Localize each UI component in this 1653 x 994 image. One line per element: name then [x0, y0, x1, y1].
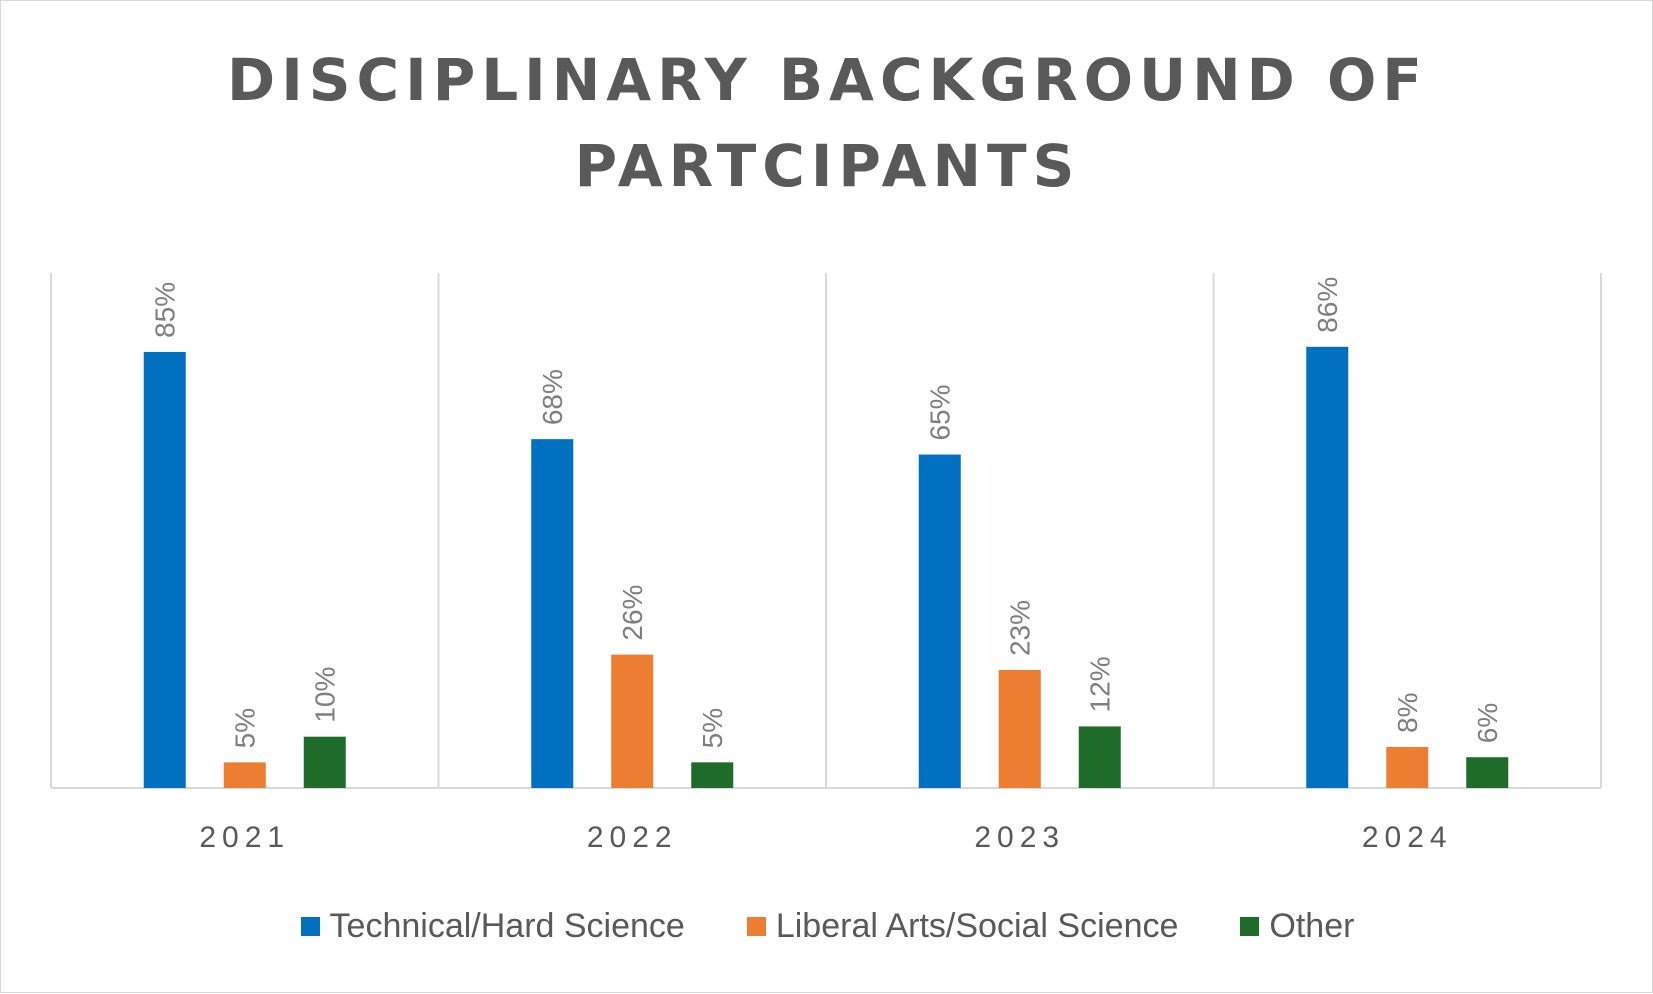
bar-2023-technical-hard-science [918, 454, 961, 788]
data-label: 26% [617, 585, 648, 641]
data-label: 86% [1312, 277, 1343, 333]
legend-label: Technical/Hard Science [329, 906, 685, 945]
bar-2022-liberal-arts-social-science [611, 654, 654, 788]
bar-2021-technical-hard-science [143, 351, 186, 788]
legend-swatch [300, 916, 320, 936]
bar-2021-other [303, 736, 346, 788]
x-tick-label: 2023 [974, 821, 1065, 854]
bar-2024-liberal-arts-social-science [1386, 746, 1429, 788]
data-label: 5% [697, 708, 728, 748]
x-tick-label: 2021 [199, 821, 290, 854]
bar-2023-other [1078, 726, 1121, 788]
bar-2024-other [1466, 757, 1509, 788]
legend-item: Other [1240, 907, 1354, 946]
data-label: 6% [1472, 703, 1503, 743]
bar-2022-technical-hard-science [531, 439, 574, 788]
legend-item: Technical/Hard Science [300, 906, 685, 946]
legend-swatch [1240, 916, 1260, 936]
data-label: 5% [230, 708, 261, 748]
data-label: 85% [150, 282, 181, 338]
chart-legend: Technical/Hard Science Liberal Arts/Socia… [1, 901, 1653, 951]
data-label: 12% [1085, 656, 1116, 712]
legend-swatch [746, 916, 766, 936]
data-label: 8% [1392, 692, 1423, 732]
legend-label: Liberal Arts/Social Science [775, 906, 1179, 945]
data-label: 68% [537, 369, 568, 425]
bar-2021-liberal-arts-social-science [223, 762, 266, 788]
bar-2024-technical-hard-science [1306, 346, 1349, 788]
x-tick-label: 2024 [1362, 821, 1453, 854]
x-tick-label: 2022 [587, 821, 678, 854]
data-label: 23% [1005, 600, 1036, 656]
bar-2022-other [691, 762, 734, 788]
legend-item: Liberal Arts/Social Science [746, 906, 1179, 946]
data-label: 10% [310, 667, 341, 723]
data-label: 65% [925, 385, 956, 441]
chart-title: DISCIPLINARY BACKGROUND OF PARTCIPANTS [227, 46, 1428, 200]
bar-2023-liberal-arts-social-science [998, 670, 1041, 788]
legend-label: Other [1269, 906, 1355, 945]
